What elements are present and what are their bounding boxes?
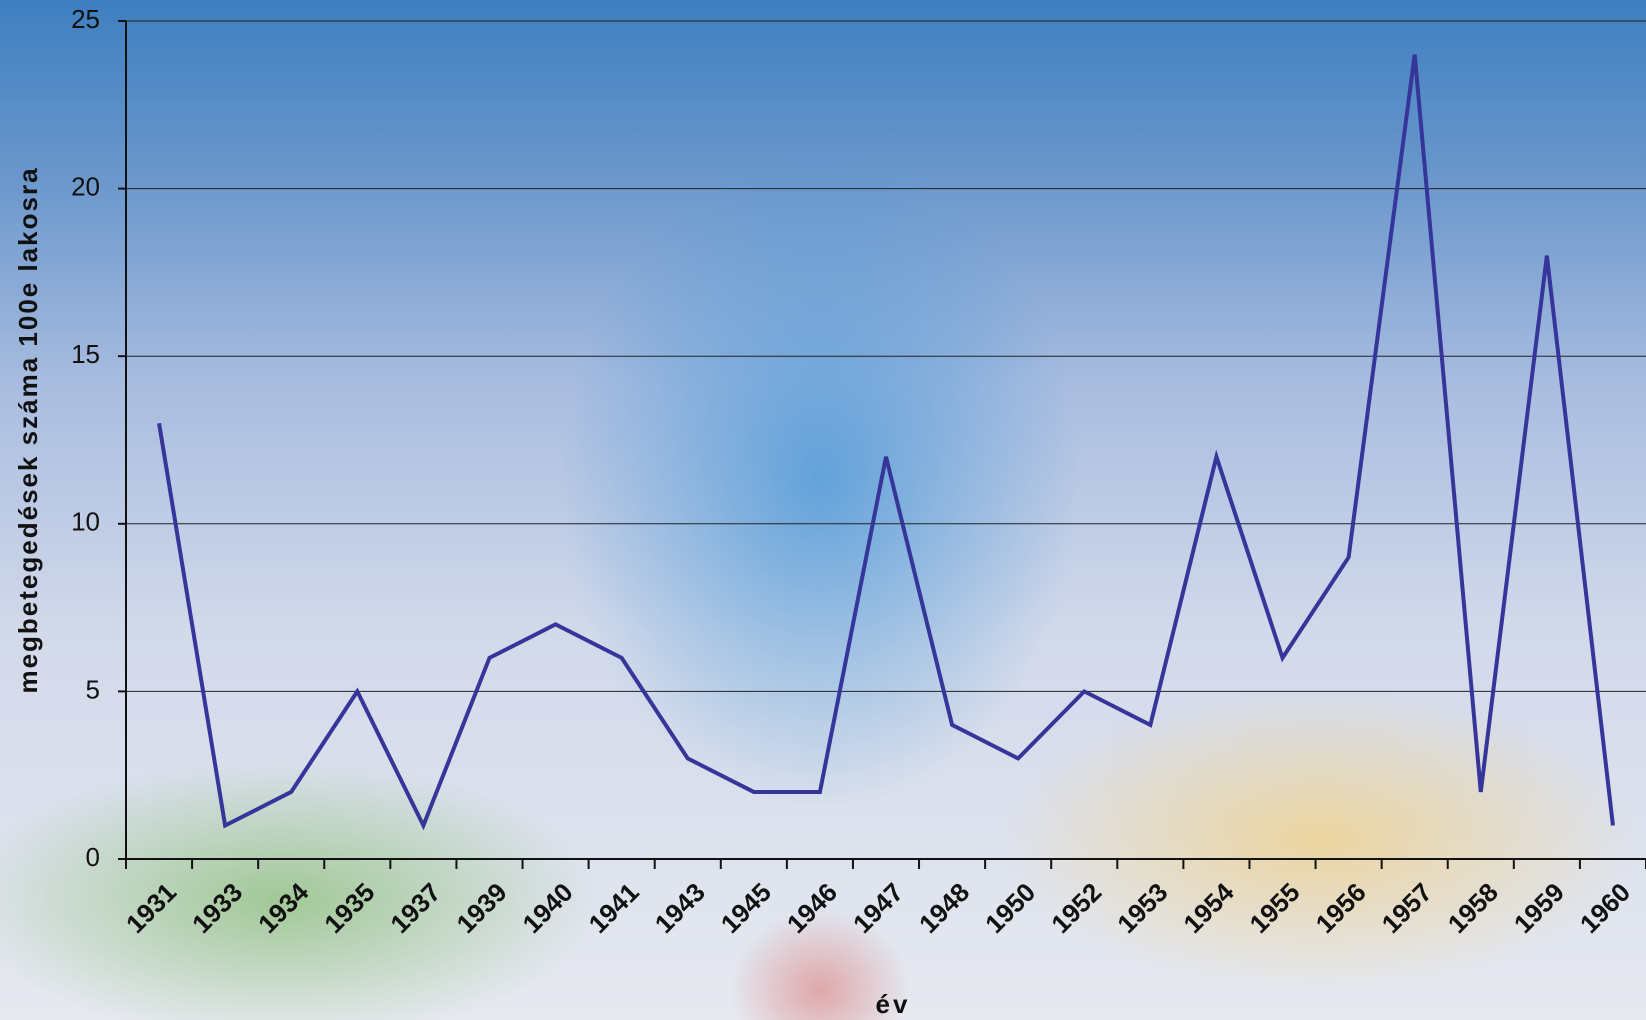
x-tick-label: 1958 (1442, 877, 1504, 939)
x-tick-label: 1956 (1310, 877, 1372, 939)
x-tick-label: 1952 (1045, 877, 1107, 939)
x-axis-label: év (876, 989, 911, 1019)
x-tick-label: 1933 (186, 877, 248, 939)
x-tick-label: 1954 (1177, 877, 1239, 939)
x-tick-label: 1947 (847, 877, 909, 939)
y-tick-label: 5 (86, 674, 100, 704)
y-tick-label: 20 (71, 171, 100, 201)
x-tick-label: 1934 (252, 877, 314, 939)
x-tick-label: 1959 (1508, 877, 1570, 939)
chart-container: év megbetegedések száma 100e lakosra 0 5 1… (0, 0, 1646, 1020)
y-tick-label: 25 (71, 4, 100, 34)
x-tick-label: 1931 (120, 877, 182, 939)
x-tick-label: 1935 (318, 877, 380, 939)
x-tick-label: 1950 (979, 877, 1041, 939)
x-tick-label: 1945 (715, 877, 777, 939)
data-line (159, 55, 1613, 826)
x-tick-label: 1946 (781, 877, 843, 939)
y-tick-label: 10 (71, 507, 100, 537)
x-tick-label: 1953 (1111, 877, 1173, 939)
x-tick-label: 1941 (583, 877, 645, 939)
chart: év megbetegedések száma 100e lakosra 0 5 1… (0, 0, 1646, 1020)
x-tick-label: 1955 (1244, 877, 1306, 939)
x-tick-label: 1948 (913, 877, 975, 939)
x-tick-label: 1940 (517, 877, 579, 939)
y-axis-label: megbetegedések száma 100e lakosra (13, 166, 43, 693)
y-tick-label: 15 (71, 339, 100, 369)
y-tick-label: 0 (86, 842, 100, 872)
x-tick-label: 1939 (450, 877, 512, 939)
x-tick-label: 1937 (384, 877, 446, 939)
x-tick-label: 1943 (649, 877, 711, 939)
x-tick-label: 1960 (1574, 877, 1636, 939)
x-tick-label: 1957 (1376, 877, 1438, 939)
